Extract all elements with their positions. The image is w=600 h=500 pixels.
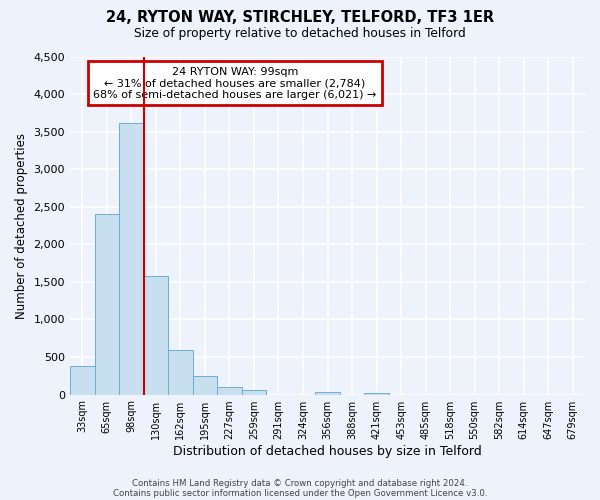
Bar [168,350,193,395]
Bar [242,390,266,394]
Bar [315,392,340,394]
Text: 24, RYTON WAY, STIRCHLEY, TELFORD, TF3 1ER: 24, RYTON WAY, STIRCHLEY, TELFORD, TF3 1… [106,10,494,25]
X-axis label: Distribution of detached houses by size in Telford: Distribution of detached houses by size … [173,444,482,458]
Text: Size of property relative to detached houses in Telford: Size of property relative to detached ho… [134,28,466,40]
Bar [70,366,95,394]
Text: Contains HM Land Registry data © Crown copyright and database right 2024.: Contains HM Land Registry data © Crown c… [132,478,468,488]
Bar [364,393,389,394]
Bar [143,276,168,394]
Bar [119,122,143,394]
Text: Contains public sector information licensed under the Open Government Licence v3: Contains public sector information licen… [113,488,487,498]
Text: 24 RYTON WAY: 99sqm  
← 31% of detached houses are smaller (2,784)
68% of semi-d: 24 RYTON WAY: 99sqm ← 31% of detached ho… [93,66,377,100]
Bar [193,376,217,394]
Bar [95,214,119,394]
Y-axis label: Number of detached properties: Number of detached properties [15,132,28,318]
Bar [217,386,242,394]
